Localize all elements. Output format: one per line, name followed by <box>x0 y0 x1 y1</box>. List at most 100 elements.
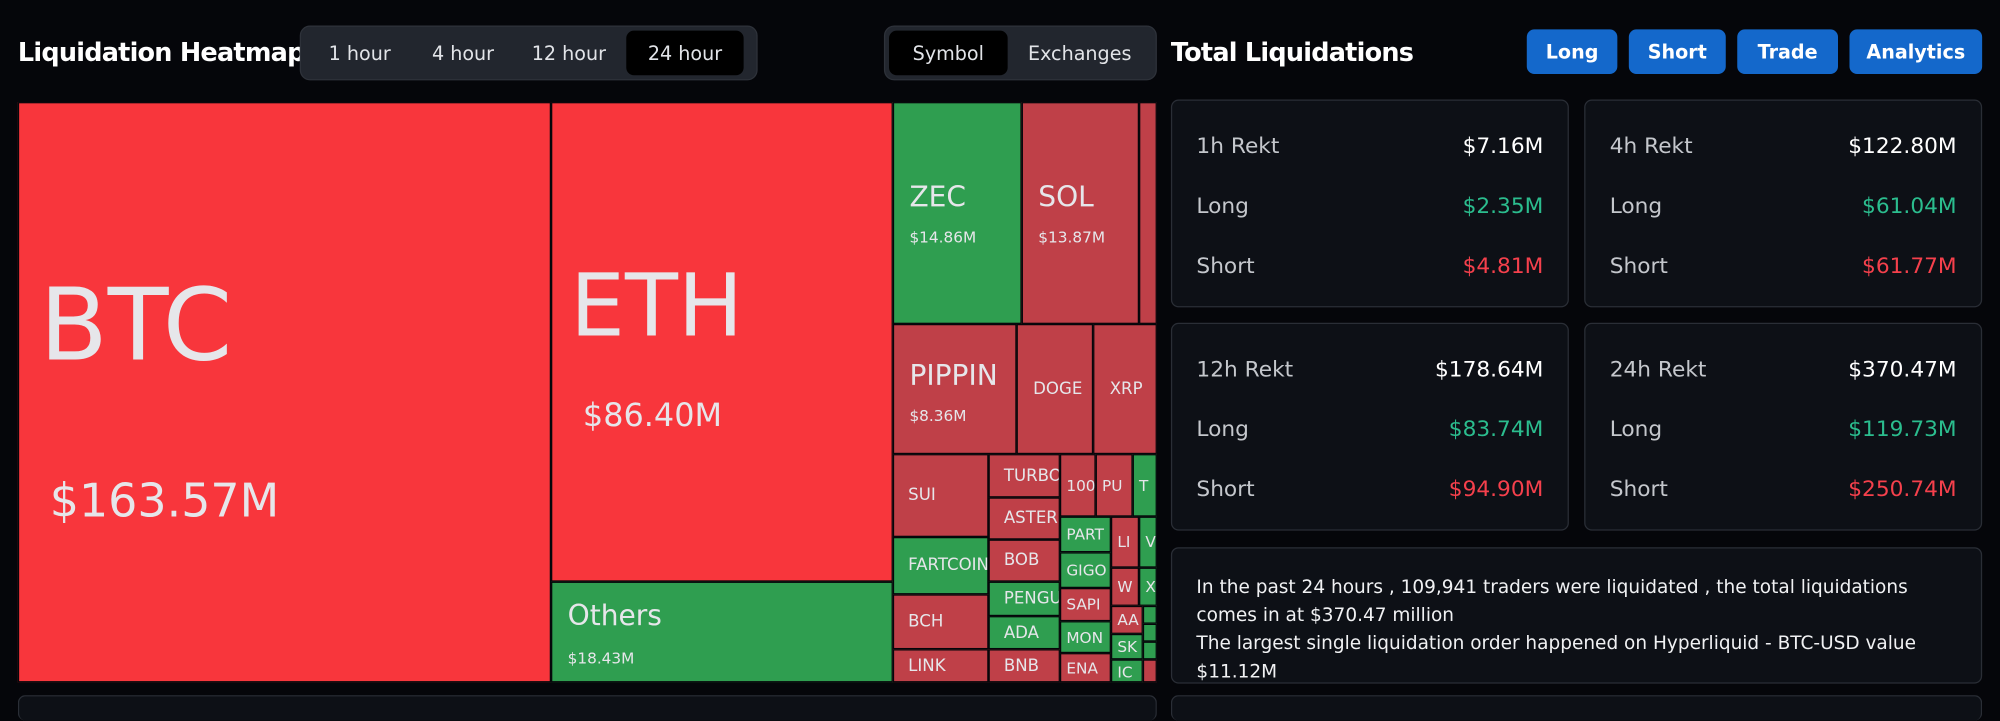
cell-symbol: AA <box>1117 610 1139 629</box>
heatmap-cell-fartcoin[interactable]: FARTCOIN <box>892 536 989 595</box>
card-row-long: Long $83.74M <box>1196 417 1543 443</box>
tab-symbol[interactable]: Symbol <box>889 30 1008 76</box>
heatmap-cell-x[interactable]: X <box>1139 567 1157 606</box>
heatmap-cell-unlabeled[interactable] <box>1142 605 1157 624</box>
card-row-short: Short $94.90M <box>1196 477 1543 503</box>
heatmap-cell-unlabeled[interactable] <box>1142 641 1157 660</box>
heatmap-cell-sk[interactable]: SK <box>1110 633 1143 660</box>
heatmap-cell-unlabeled[interactable] <box>1142 623 1157 642</box>
heatmap-cell-pu[interactable]: PU <box>1095 454 1133 517</box>
heatmap-cell-unlabeled[interactable] <box>1139 102 1157 324</box>
heatmap-cell-sol[interactable]: SOL $13.87M <box>1021 102 1140 324</box>
cell-symbol: V <box>1145 533 1156 552</box>
heatmap-cell-btc[interactable]: BTC $163.57M <box>17 102 552 683</box>
heatmap-cell-pippin[interactable]: PIPPIN $8.36M <box>892 323 1017 455</box>
row-label: Short <box>1196 477 1255 503</box>
long-button[interactable]: Long <box>1526 29 1618 74</box>
heatmap-cell-zec[interactable]: ZEC $14.86M <box>892 102 1022 324</box>
heatmap-cell-aster[interactable]: ASTER <box>988 497 1060 540</box>
cell-symbol: SAPI <box>1066 595 1101 614</box>
card-row-total: 24h Rekt $370.47M <box>1610 357 1957 383</box>
cell-symbol: MON <box>1066 628 1104 647</box>
heatmap-cell-100[interactable]: 100 <box>1059 454 1096 517</box>
tab-12-hour[interactable]: 12 hour <box>531 41 607 65</box>
cell-symbol: 100 <box>1066 476 1096 495</box>
time-range-tabs: 1 hour 4 hour 12 hour 24 hour <box>299 25 758 81</box>
cell-value: $163.57M <box>49 475 280 529</box>
row-value: $2.35M <box>1462 193 1544 220</box>
row-value: $119.73M <box>1848 417 1957 443</box>
card-row-total: 1h Rekt $7.16M <box>1196 134 1543 160</box>
heatmap-cell-mon[interactable]: MON <box>1059 621 1111 654</box>
cell-value: $13.87M <box>1038 228 1106 247</box>
rekt-card-4h: 4h Rekt $122.80M Long $61.04M Short $61.77M <box>1584 99 1983 308</box>
row-label: 24h Rekt <box>1609 357 1707 383</box>
heatmap-cell-t[interactable]: T <box>1132 454 1157 517</box>
summary-text-largest-order: The largest single liquidation order hap… <box>1196 633 1917 683</box>
heatmap-cell-eth[interactable]: ETH $86.40M <box>551 102 893 582</box>
row-value: $4.81M <box>1462 253 1544 280</box>
short-button[interactable]: Short <box>1628 29 1726 74</box>
cell-symbol: SK <box>1117 637 1138 656</box>
heatmap-cell-aa[interactable]: AA <box>1110 605 1143 634</box>
tab-24-hour[interactable]: 24 hour <box>626 30 744 76</box>
card-row-long: Long $2.35M <box>1196 194 1543 220</box>
card-row-short: Short $4.81M <box>1196 254 1543 280</box>
heatmap-cell-bch[interactable]: BCH <box>892 594 989 650</box>
cell-symbol: PU <box>1102 476 1123 495</box>
cell-symbol: ETH <box>570 256 744 358</box>
heatmap-cell-part[interactable]: PART <box>1059 516 1111 553</box>
row-label: 1h Rekt <box>1196 133 1280 160</box>
row-value: $250.74M <box>1848 477 1957 503</box>
heatmap-cell-doge[interactable]: DOGE <box>1016 323 1094 455</box>
heatmap-cell-link[interactable]: LINK <box>892 649 989 683</box>
row-label: 4h Rekt <box>1609 133 1693 160</box>
cell-symbol: DOGE <box>1033 379 1083 399</box>
liquidation-heatmap: BTC $163.57M ETH $86.40M Others $18.43M ZEC $14… <box>17 102 1157 683</box>
cell-symbol: X <box>1145 577 1156 596</box>
heatmap-cell-bnb[interactable]: BNB <box>988 649 1060 683</box>
heatmap-cell-ada[interactable]: ADA <box>988 616 1060 650</box>
total-liquidations-title: Total Liquidations <box>1170 36 1414 68</box>
lower-panel-left <box>17 695 1157 721</box>
summary-box: In the past 24 hours , 109,941 traders w… <box>1170 547 1983 684</box>
cell-symbol: FARTCOIN <box>908 556 989 576</box>
tab-4-hour[interactable]: 4 hour <box>431 41 495 65</box>
row-label: Long <box>1196 193 1249 220</box>
heatmap-cell-ena[interactable]: ENA <box>1059 653 1111 683</box>
cell-symbol: BOB <box>1003 551 1040 571</box>
cell-symbol: ENA <box>1066 658 1098 677</box>
trade-button[interactable]: Trade <box>1737 29 1839 74</box>
cell-value: $8.36M <box>909 406 967 425</box>
tab-exchanges[interactable]: Exchanges <box>1027 41 1132 65</box>
cell-symbol: SUI <box>908 485 936 506</box>
cell-symbol: PIPPIN <box>909 360 998 393</box>
heatmap-cell-others[interactable]: Others $18.43M <box>551 581 893 683</box>
heatmap-cell-li[interactable]: LI <box>1110 516 1140 568</box>
heatmap-cell-w[interactable]: W <box>1110 567 1140 606</box>
heatmap-cell-sui[interactable]: SUI <box>892 454 989 537</box>
heatmap-cell-turbo[interactable]: TURBO <box>988 454 1060 498</box>
tab-1-hour[interactable]: 1 hour <box>328 41 391 65</box>
heatmap-cell-bob[interactable]: BOB <box>988 539 1060 582</box>
cell-symbol: LINK <box>908 656 946 676</box>
heatmap-title: Liquidation Heatmap <box>17 36 305 68</box>
cell-symbol: TURBO <box>1003 466 1060 486</box>
heatmap-cell-gigo[interactable]: GIGO <box>1059 552 1111 589</box>
heatmap-cell-ic[interactable]: IC <box>1110 659 1143 683</box>
card-row-short: Short $61.77M <box>1610 254 1957 280</box>
heatmap-cell-v[interactable]: V <box>1139 516 1157 568</box>
cell-symbol: ZEC <box>909 182 966 215</box>
cell-symbol: BTC <box>39 269 233 384</box>
liquidation-page: Liquidation Heatmap 1 hour 4 hour 12 hou… <box>17 25 1983 721</box>
row-label: 12h Rekt <box>1196 357 1294 383</box>
heatmap-cell-xrp[interactable]: XRP <box>1093 323 1157 455</box>
heatmap-cell-sapi[interactable]: SAPI <box>1059 588 1111 622</box>
cell-symbol: XRP <box>1109 379 1143 399</box>
heatmap-cell-unlabeled[interactable] <box>1142 659 1157 683</box>
heatmap-cell-pengu[interactable]: PENGU <box>988 581 1060 617</box>
summary-text-traders: In the past 24 hours , 109,941 traders w… <box>1196 577 1908 627</box>
analytics-button[interactable]: Analytics <box>1849 29 1983 74</box>
rekt-card-1h: 1h Rekt $7.16M Long $2.35M Short $4.81M <box>1170 99 1569 308</box>
rekt-card-24h: 24h Rekt $370.47M Long $119.73M Short $250.74… <box>1584 322 1983 531</box>
